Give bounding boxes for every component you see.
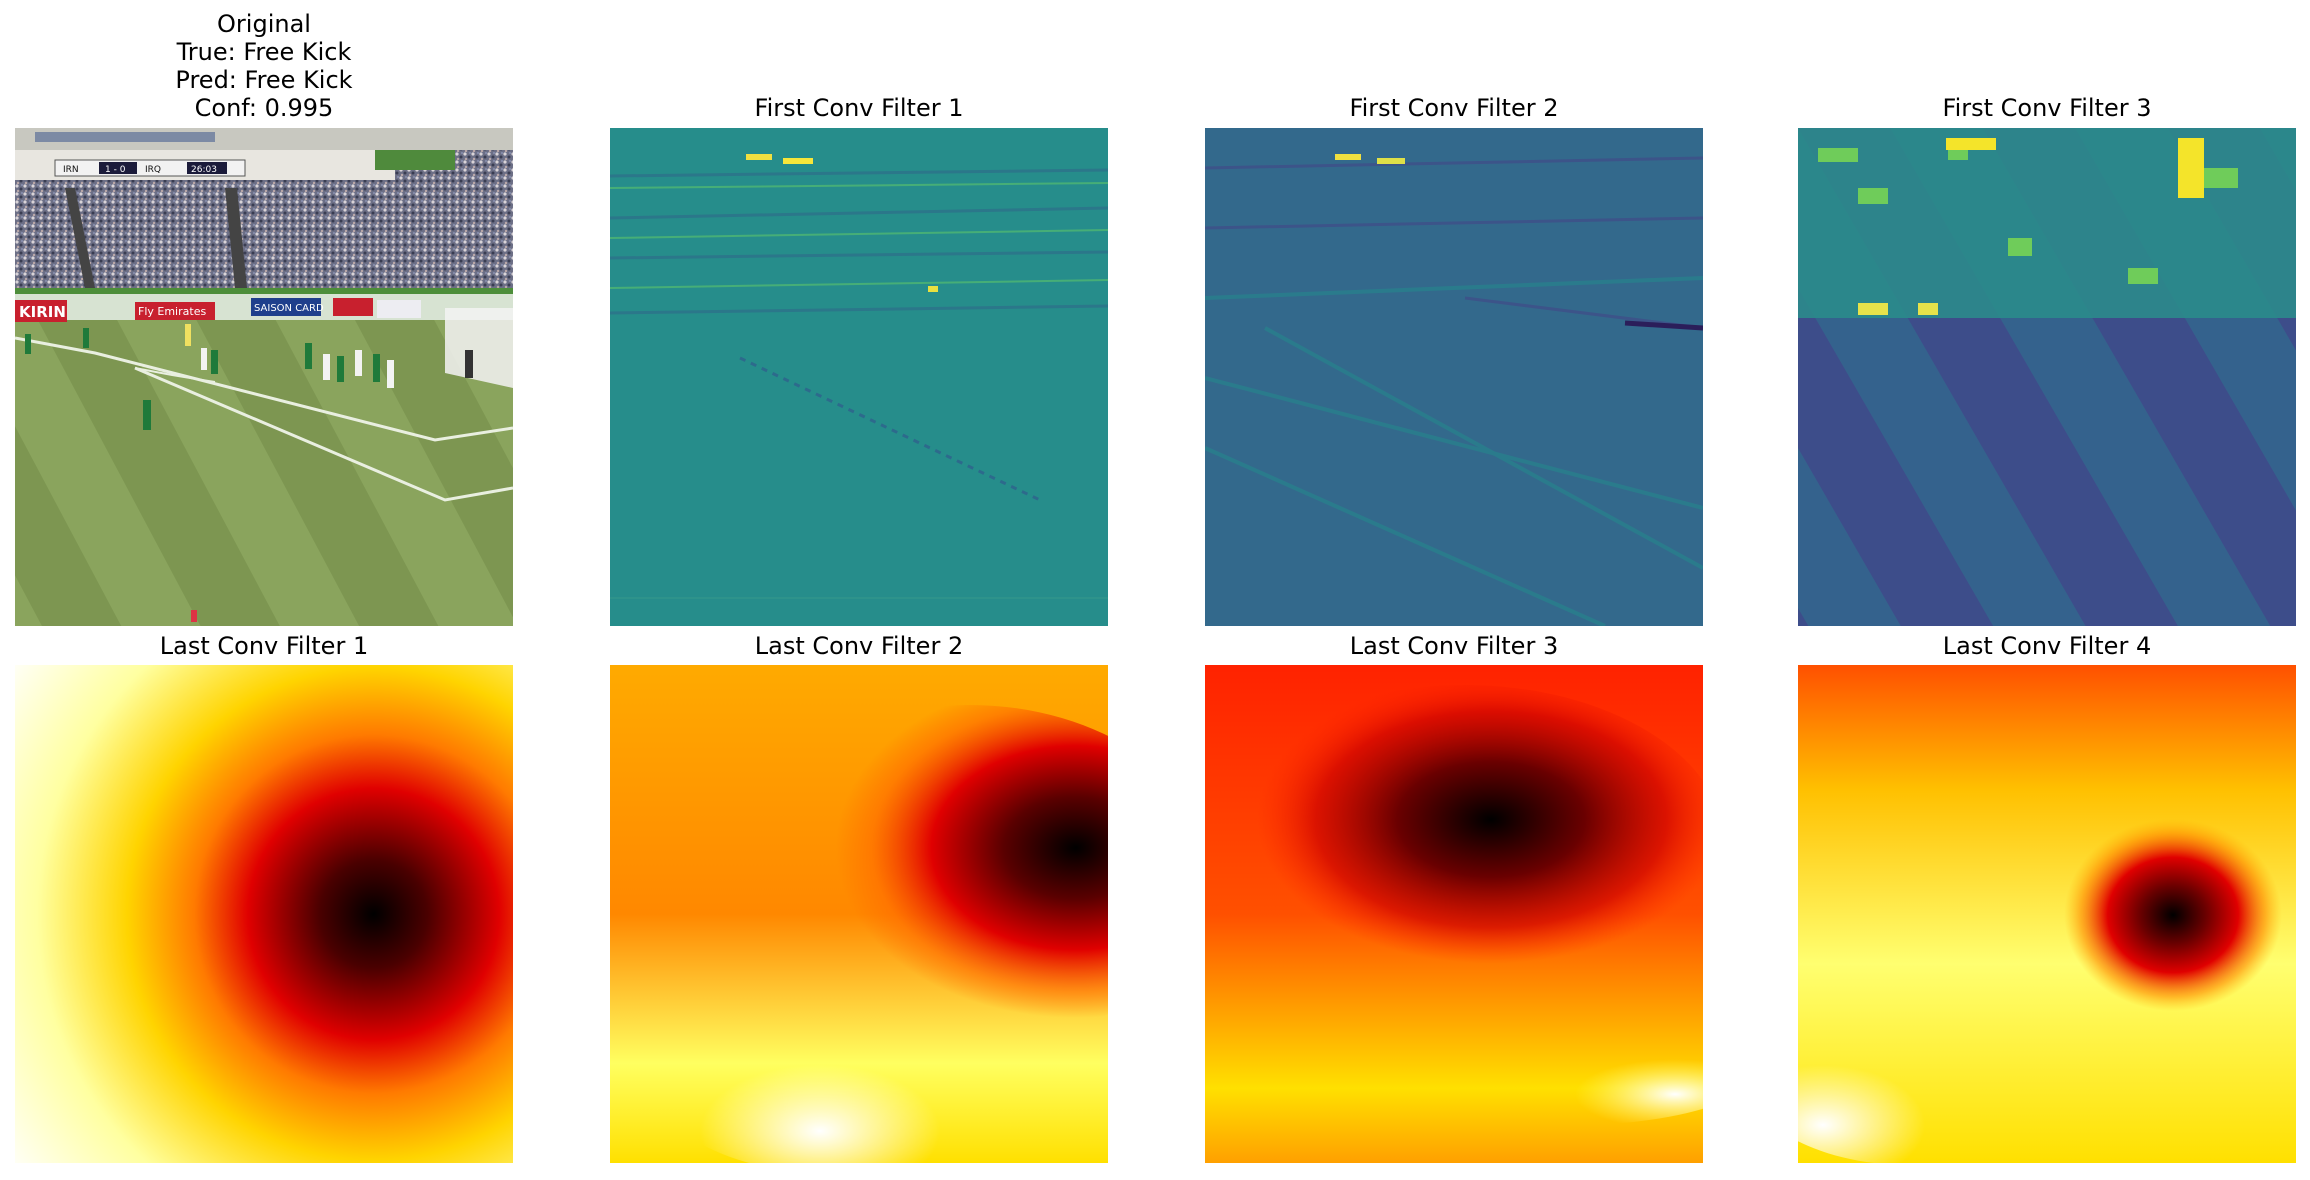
first-conv-filter-1-image <box>610 128 1108 626</box>
last-conv-filter-1-image <box>15 665 513 1163</box>
players <box>25 324 473 622</box>
scoreboard-clock: 26:03 <box>191 165 217 175</box>
first-conv-filter-2-title: First Conv Filter 2 <box>1349 94 1559 122</box>
soccer-scene: IRN 1 - 0 IRQ 26:03 KIRIN Fly Emirates S… <box>15 128 513 626</box>
last-conv-filter-3-image <box>1205 665 1703 1163</box>
last-conv-filter-4-title: Last Conv Filter 4 <box>1942 632 2152 660</box>
last-conv-filter-3-title: Last Conv Filter 3 <box>1349 632 1559 660</box>
last-conv-filter-1-title: Last Conv Filter 1 <box>159 632 369 660</box>
original-title: Original True: Free Kick Pred: Free Kick… <box>15 10 513 122</box>
last-conv-filter-2-image <box>610 665 1108 1163</box>
emirates-board-text: Fly Emirates <box>138 305 206 318</box>
last-conv-filter-4-image <box>1798 665 2296 1163</box>
original-image: IRN 1 - 0 IRQ 26:03 KIRIN Fly Emirates S… <box>15 128 513 626</box>
first-conv-filter-3-image <box>1798 128 2296 626</box>
first-conv-filter-2-image <box>1205 128 1703 626</box>
pred-label: Pred: Free Kick <box>175 66 353 94</box>
scoreboard-score: 1 - 0 <box>105 165 126 175</box>
confidence-label: Conf: 0.995 <box>194 94 334 122</box>
scoreboard-team-1: IRN <box>63 165 79 175</box>
scoreboard-team-2: IRQ <box>145 165 161 175</box>
last-conv-filter-2-title: Last Conv Filter 2 <box>754 632 964 660</box>
original-title-line: Original <box>217 10 311 38</box>
first-conv-filter-1-title: First Conv Filter 1 <box>754 94 964 122</box>
kirin-board-text: KIRIN <box>19 303 66 321</box>
saison-board-text: SAISON CARD <box>254 303 324 314</box>
true-label: True: Free Kick <box>176 38 352 66</box>
first-conv-filter-3-title: First Conv Filter 3 <box>1942 94 2152 122</box>
